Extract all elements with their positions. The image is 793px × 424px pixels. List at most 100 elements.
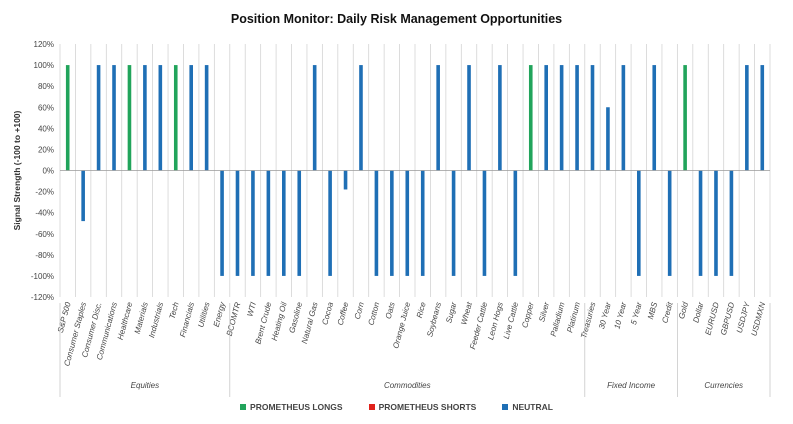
- x-tick-label: Industrials: [147, 301, 165, 339]
- bar: [173, 65, 178, 171]
- legend: PROMETHEUS LONGS PROMETHEUS SHORTS NEUTR…: [0, 402, 793, 412]
- legend-item-neutral: NEUTRAL: [502, 402, 553, 412]
- group-label: Equities: [131, 381, 159, 390]
- bar: [189, 65, 193, 171]
- bar: [559, 65, 564, 171]
- x-tick-label: USDJPY: [735, 301, 752, 334]
- group-label: Fixed Income: [607, 381, 656, 390]
- x-tick-label: 30 Year: [597, 301, 613, 330]
- x-tick-label: Wheat: [459, 300, 474, 325]
- bar: [235, 170, 240, 276]
- bar: [266, 170, 271, 276]
- x-tick-label: Tech: [168, 301, 181, 320]
- x-tick-label: Silver: [537, 301, 551, 323]
- y-tick-label: 40%: [38, 124, 54, 133]
- bar: [729, 170, 734, 276]
- x-tick-label: Sugar: [444, 301, 458, 324]
- bar: [637, 170, 641, 276]
- x-tick-label: Financials: [178, 301, 196, 338]
- bar: [374, 170, 379, 276]
- bar: [158, 65, 163, 171]
- legend-label-longs: PROMETHEUS LONGS: [250, 402, 343, 412]
- x-tick-label: S&P 500: [56, 301, 73, 334]
- x-tick-label: BCOMTR: [225, 301, 243, 337]
- bar: [498, 65, 502, 171]
- x-tick-label: WTI: [245, 300, 258, 317]
- x-tick-label: Gold: [677, 301, 690, 320]
- x-tick-label: Live Cattle: [502, 301, 521, 340]
- x-tick-label: GBPUSD: [719, 301, 736, 336]
- x-tick-label: Credit: [660, 300, 674, 324]
- bar: [698, 170, 703, 276]
- y-tick-label: -80%: [35, 251, 54, 260]
- bar: [745, 65, 749, 171]
- legend-item-shorts: PROMETHEUS SHORTS: [368, 402, 477, 412]
- x-tick-label: Gasoline: [287, 301, 304, 334]
- bar: [652, 65, 657, 171]
- bar: [467, 65, 471, 171]
- x-tick-label: Rice: [415, 301, 428, 319]
- x-tick-label: Energy: [212, 300, 228, 328]
- bar: [359, 65, 363, 171]
- y-tick-label: 100%: [34, 61, 54, 70]
- bar: [621, 65, 626, 171]
- x-tick-label: Soybeans: [425, 301, 443, 338]
- x-tick-label: Platinum: [565, 301, 582, 334]
- y-tick-label: -40%: [35, 209, 54, 218]
- y-axis-label: Signal Strength (-100 to +100): [12, 110, 22, 230]
- bar: [544, 65, 548, 171]
- bar: [204, 65, 209, 171]
- x-tick-label: USDMXN: [750, 301, 768, 337]
- x-tick-label: MBS: [646, 301, 659, 321]
- x-tick-label: Dollar: [691, 301, 705, 324]
- bar: [390, 170, 394, 276]
- y-tick-label: -120%: [31, 293, 54, 302]
- x-tick-label: Materials: [133, 301, 150, 335]
- bar: [714, 170, 718, 276]
- bar: [220, 170, 224, 276]
- x-tick-label: Oats: [384, 301, 397, 320]
- x-tick-label: Coffee: [336, 301, 351, 327]
- y-tick-label: 80%: [38, 82, 54, 91]
- bar: [667, 170, 672, 276]
- bar: [81, 170, 85, 222]
- bar: [436, 65, 440, 171]
- bar: [606, 107, 610, 171]
- bar: [282, 170, 286, 276]
- legend-swatch-neutral: [502, 404, 509, 410]
- legend-item-longs: PROMETHEUS LONGS: [240, 402, 343, 412]
- bar: [528, 65, 533, 171]
- bar: [112, 65, 116, 171]
- x-tick-label: Healthcare: [116, 301, 135, 341]
- y-tick-label: -60%: [35, 230, 54, 239]
- bar: [297, 170, 302, 276]
- x-tick-label: Copper: [520, 301, 536, 329]
- y-tick-label: 60%: [38, 103, 54, 112]
- bar: [96, 65, 101, 171]
- y-tick-label: 120%: [34, 40, 54, 49]
- bar: [143, 65, 147, 171]
- x-tick-label: Cocoa: [320, 301, 335, 326]
- x-tick-label: Treasuries: [579, 301, 597, 339]
- bar: [760, 65, 765, 171]
- bar: [312, 65, 317, 171]
- bar: [251, 170, 255, 276]
- x-tick-label: 5 Year: [629, 301, 644, 326]
- legend-label-shorts: PROMETHEUS SHORTS: [378, 402, 477, 412]
- bar: [683, 65, 687, 171]
- group-label: Commodities: [384, 381, 431, 390]
- x-tick-label: Corn: [353, 301, 366, 321]
- bar: [575, 65, 579, 171]
- bar: [590, 65, 595, 171]
- bar: [513, 170, 518, 276]
- x-tick-label: Palladium: [549, 301, 567, 338]
- chart-title: Position Monitor: Daily Risk Management …: [230, 12, 563, 26]
- bar: [65, 65, 70, 171]
- bar: [343, 170, 348, 190]
- bar: [482, 170, 487, 276]
- y-tick-label: -20%: [35, 188, 54, 197]
- x-tick-label: 10 Year: [613, 301, 629, 330]
- bar: [451, 170, 456, 276]
- y-tick-label: -100%: [31, 272, 54, 281]
